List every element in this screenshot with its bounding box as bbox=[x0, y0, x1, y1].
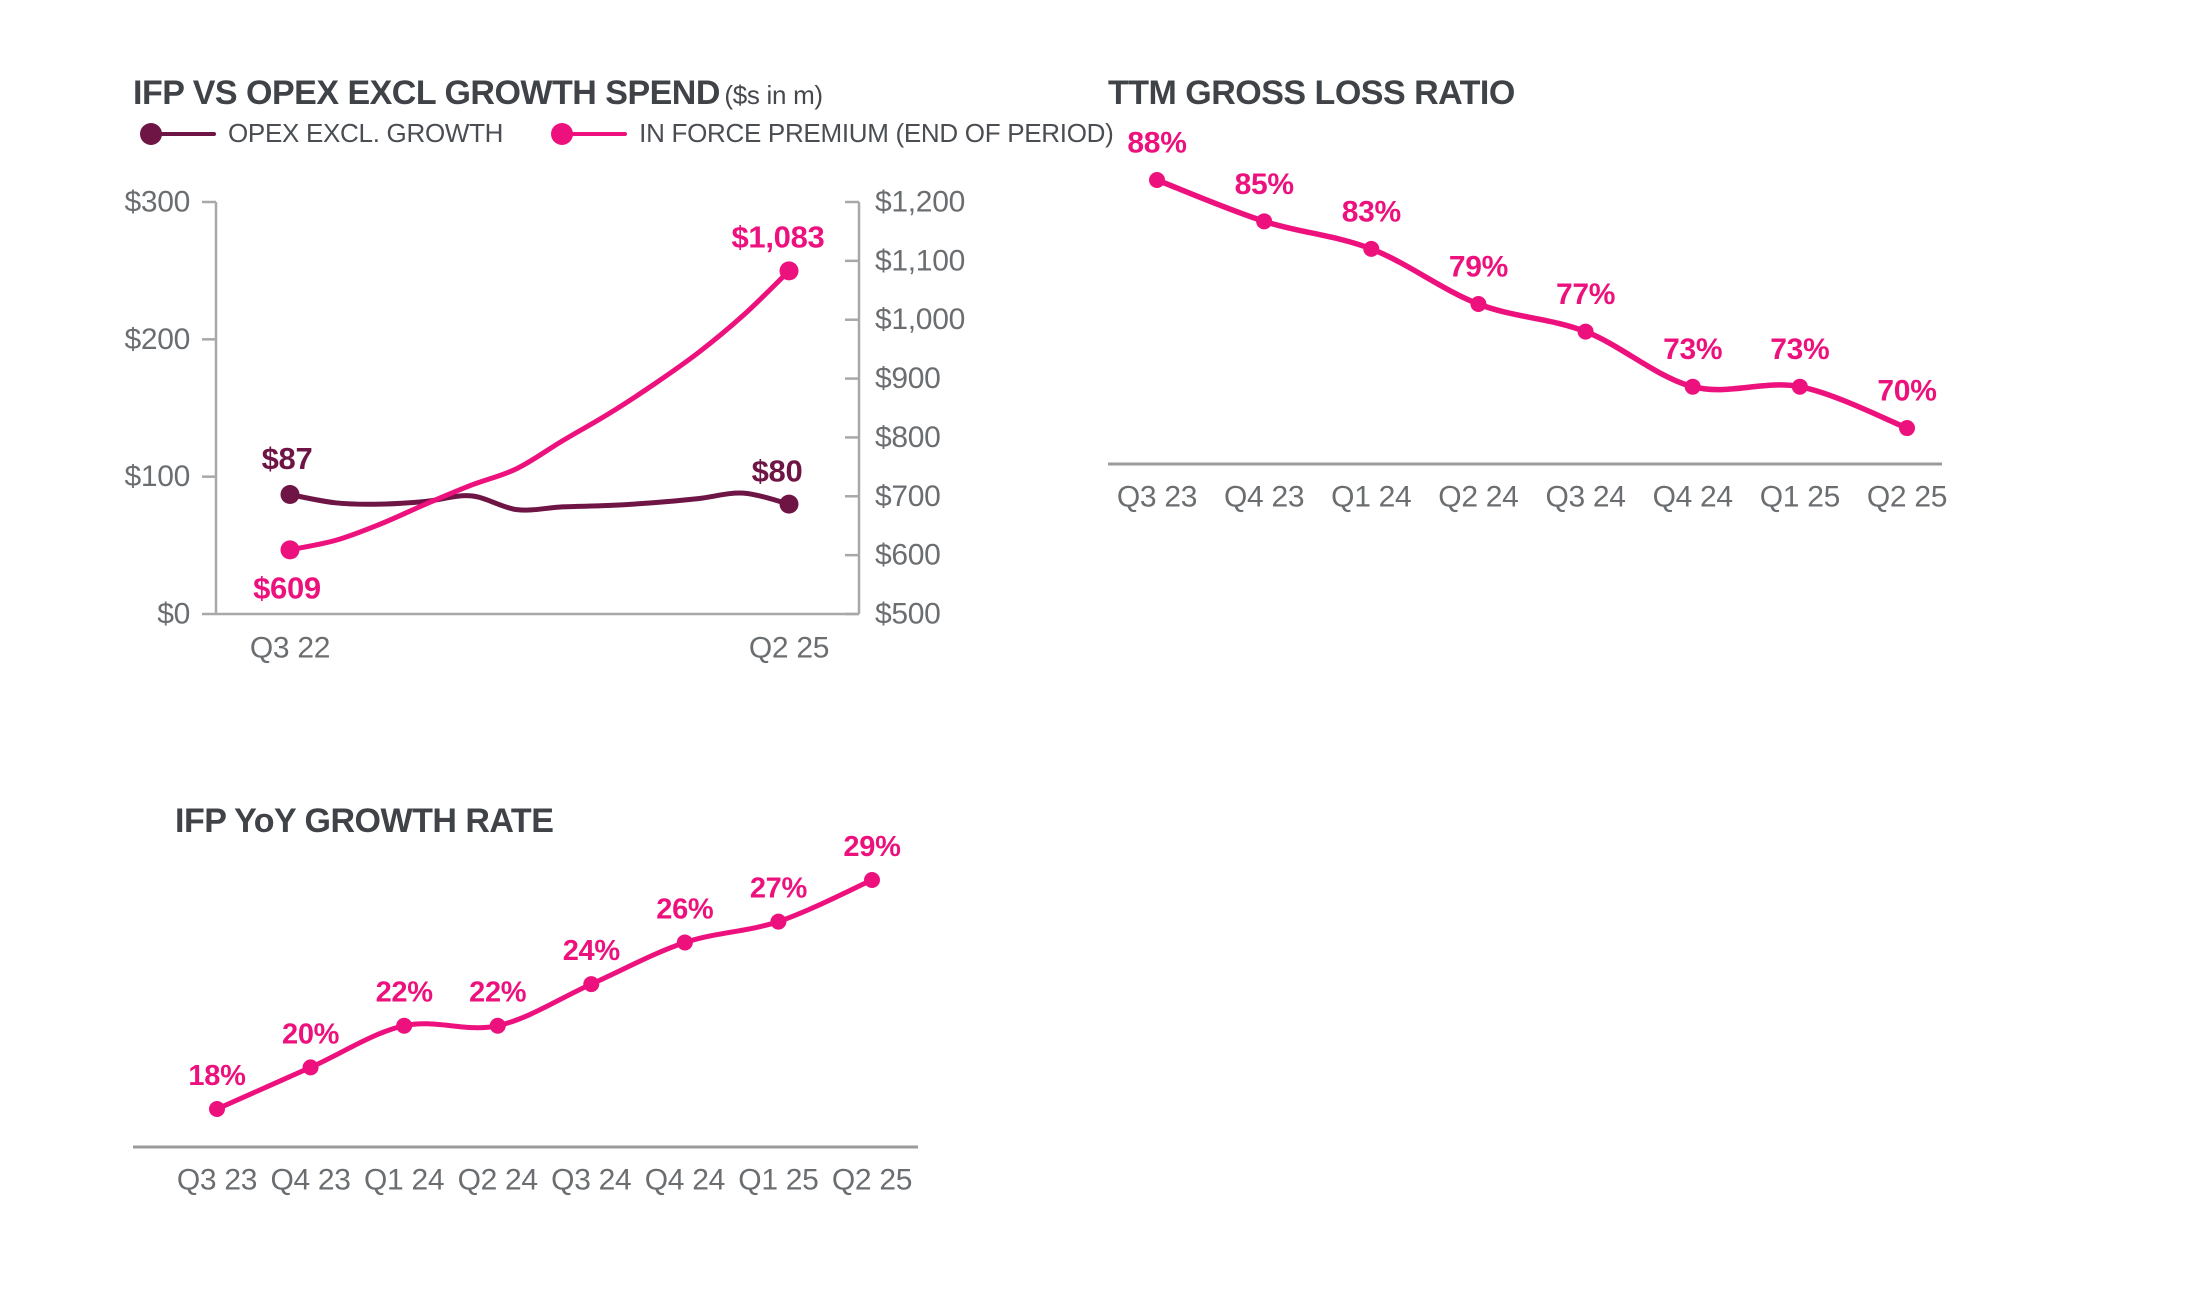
data-point-label: 29% bbox=[843, 831, 901, 863]
x-axis-label: Q3 22 bbox=[250, 632, 330, 665]
x-axis-label: Q4 23 bbox=[1224, 481, 1304, 514]
data-point-label: 22% bbox=[469, 977, 527, 1009]
x-axis-label: Q2 24 bbox=[458, 1164, 538, 1197]
data-point bbox=[302, 1059, 319, 1076]
data-point-label: 70% bbox=[1877, 375, 1936, 408]
legend-line-icon bbox=[559, 131, 628, 136]
data-point-label: 26% bbox=[656, 893, 714, 925]
data-point-label: 73% bbox=[1770, 333, 1829, 366]
data-point bbox=[1791, 378, 1808, 395]
y-axis-right-tick-label: $800 bbox=[875, 421, 941, 454]
x-axis-label: Q3 24 bbox=[1545, 481, 1625, 514]
data-point bbox=[1256, 213, 1273, 230]
opex-legend-label: OPEX EXCL. GROWTH bbox=[228, 118, 504, 148]
ifp-legend-marker bbox=[551, 122, 628, 146]
chart1-subtitle: ($s in m) bbox=[724, 80, 823, 110]
opex-legend-marker bbox=[140, 122, 216, 146]
data-point bbox=[209, 1101, 225, 1118]
data-point bbox=[280, 540, 300, 560]
data-point-label: 24% bbox=[563, 935, 621, 967]
x-axis-label: Q4 24 bbox=[1653, 481, 1733, 514]
x-axis-label: Q2 25 bbox=[1867, 481, 1947, 514]
data-point bbox=[1149, 172, 1165, 188]
data-point bbox=[864, 872, 880, 888]
data-point-label: 88% bbox=[1127, 127, 1186, 160]
x-axis-label: Q2 25 bbox=[749, 632, 829, 665]
x-axis-label: Q1 25 bbox=[738, 1164, 818, 1197]
chart2-title: TTM GROSS LOSS RATIO bbox=[1108, 74, 1515, 112]
data-point bbox=[779, 261, 799, 281]
y-axis-left-tick-label: $100 bbox=[124, 460, 190, 493]
data-point-label: $80 bbox=[752, 454, 803, 489]
data-point-label: 20% bbox=[282, 1018, 340, 1050]
x-axis-label: Q1 24 bbox=[364, 1164, 444, 1197]
chart1-title: IFP VS OPEX EXCL GROWTH SPEND ($s in m) bbox=[133, 74, 823, 112]
data-point bbox=[583, 976, 600, 993]
y-axis-right-tick-label: $1,200 bbox=[875, 186, 965, 219]
legend-dot-icon bbox=[140, 122, 162, 145]
data-point bbox=[1470, 296, 1487, 313]
data-point-label: 22% bbox=[376, 977, 434, 1009]
series-line-opex-excl-growth bbox=[287, 490, 792, 513]
data-point-label: 85% bbox=[1235, 168, 1294, 201]
data-point-label: $609 bbox=[253, 570, 321, 605]
x-axis-label: Q4 24 bbox=[645, 1164, 725, 1197]
legend-item-ifp: IN FORCE PREMIUM (END OF PERIOD) bbox=[551, 118, 1114, 149]
x-axis-label: Q3 23 bbox=[1117, 481, 1197, 514]
data-point bbox=[1899, 420, 1915, 437]
chart1-legend: OPEX EXCL. GROWTH IN FORCE PREMIUM (END … bbox=[140, 118, 1114, 149]
x-axis-label: Q3 24 bbox=[551, 1164, 631, 1197]
chart3-title: IFP YoY GROWTH RATE bbox=[175, 802, 554, 840]
data-point-label: 79% bbox=[1449, 251, 1508, 284]
data-point bbox=[676, 934, 693, 951]
chart2-title-text: TTM GROSS LOSS RATIO bbox=[1108, 74, 1515, 112]
legend-line-icon bbox=[148, 131, 216, 136]
y-axis-right-tick-label: $600 bbox=[875, 539, 941, 572]
data-point bbox=[396, 1017, 413, 1034]
x-axis-label: Q3 23 bbox=[177, 1164, 257, 1197]
legend-dot-icon bbox=[551, 122, 574, 145]
y-axis-right-tick-label: $900 bbox=[875, 362, 941, 395]
data-point-label: 77% bbox=[1556, 278, 1615, 311]
data-point-label: $1,083 bbox=[731, 219, 824, 254]
series-line-in-force-premium-end-of-period bbox=[287, 268, 792, 553]
y-axis-right-tick-label: $500 bbox=[875, 598, 941, 631]
ifp-legend-label: IN FORCE PREMIUM (END OF PERIOD) bbox=[639, 118, 1114, 148]
chart3-title-text: IFP YoY GROWTH RATE bbox=[175, 802, 554, 840]
y-axis-left-tick-label: $300 bbox=[124, 186, 190, 219]
data-point-label: 73% bbox=[1663, 333, 1722, 366]
data-point-label: $87 bbox=[262, 441, 313, 476]
data-point bbox=[489, 1017, 506, 1034]
series-line-ifp-yoy-growth-rate bbox=[214, 877, 875, 1112]
chart1-title-text: IFP VS OPEX EXCL GROWTH SPEND bbox=[133, 74, 720, 112]
data-point bbox=[770, 913, 787, 930]
y-axis-right-tick-label: $700 bbox=[875, 480, 941, 513]
y-axis-right-tick-label: $1,100 bbox=[875, 244, 965, 277]
data-point bbox=[1363, 240, 1380, 257]
y-axis-left-tick-label: $200 bbox=[124, 323, 190, 356]
x-axis-label: Q4 23 bbox=[270, 1164, 350, 1197]
data-point-label: 83% bbox=[1342, 195, 1401, 228]
legend-item-opex: OPEX EXCL. GROWTH bbox=[140, 118, 503, 149]
x-axis-label: Q2 25 bbox=[832, 1164, 912, 1197]
x-axis-label: Q1 25 bbox=[1760, 481, 1840, 514]
data-point bbox=[779, 494, 799, 514]
y-axis-right-tick-label: $1,000 bbox=[875, 303, 965, 336]
x-axis-label: Q1 24 bbox=[1331, 481, 1411, 514]
series-line-ttm-gross-loss-ratio bbox=[1154, 177, 1910, 431]
data-point bbox=[280, 485, 300, 505]
x-axis-label: Q2 24 bbox=[1438, 481, 1518, 514]
data-point-label: 18% bbox=[188, 1060, 246, 1092]
data-point-label: 27% bbox=[750, 873, 808, 905]
data-point bbox=[1684, 378, 1701, 395]
data-point bbox=[1577, 323, 1594, 340]
y-axis-left-tick-label: $0 bbox=[157, 598, 190, 631]
